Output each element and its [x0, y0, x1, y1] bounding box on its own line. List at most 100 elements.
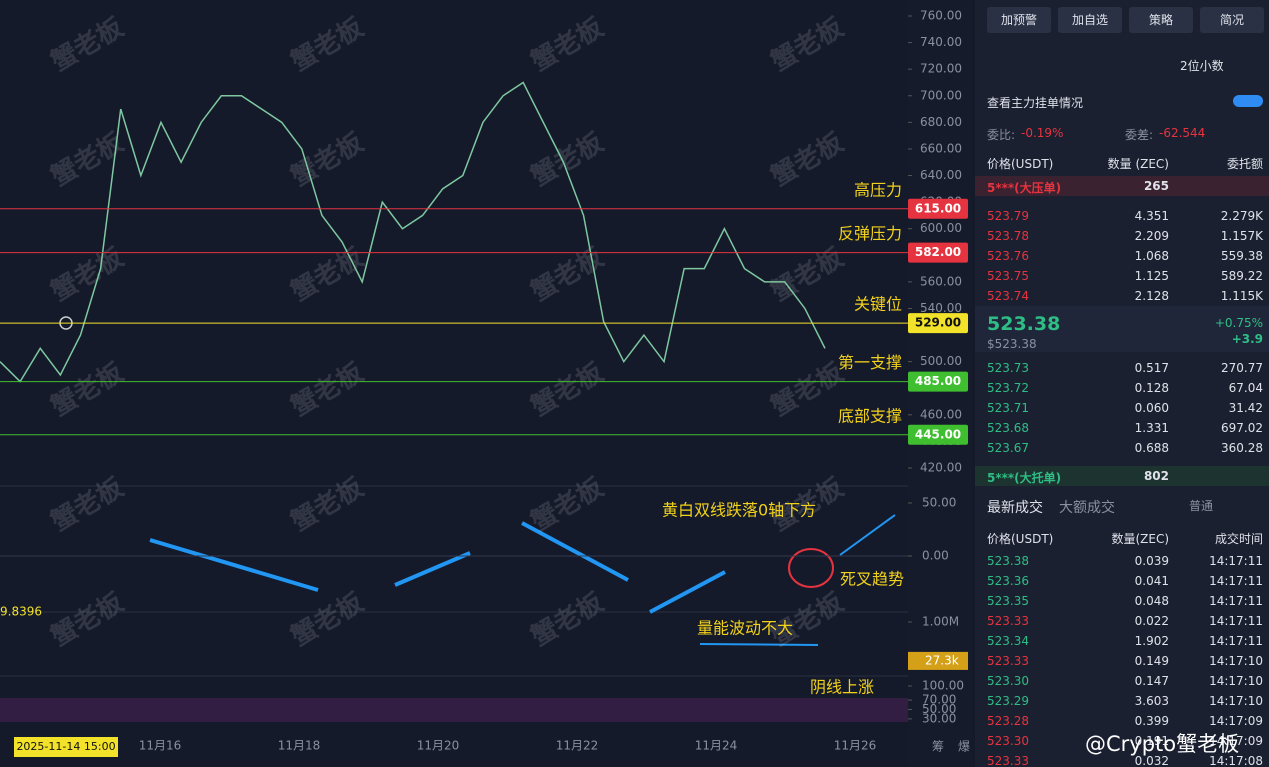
watermark: 蟹老板: [286, 242, 369, 308]
header: 价格(USDT): [987, 157, 1054, 171]
watermark: 蟹老板: [766, 242, 849, 308]
price-line: [0, 81, 826, 383]
trade-cell: 14:17:08: [1209, 754, 1263, 767]
bid-cell: 1.331: [1134, 421, 1169, 435]
ask-cell: 1.068: [1134, 249, 1169, 263]
x-tick-label: 11月20: [417, 739, 460, 753]
x-tick-label: 11月24: [695, 739, 738, 753]
ask-cell: 523.75: [987, 269, 1029, 283]
y-tick-label: 500.00: [920, 354, 962, 368]
ask-cell: 4.351: [1134, 209, 1169, 223]
watermark: 蟹老板: [46, 12, 129, 78]
level-tag: [908, 371, 968, 392]
y-tick-label: 100.00: [922, 679, 964, 693]
macd-readout: 9.8396: [0, 605, 42, 619]
bid-cell: 0.517: [1134, 361, 1169, 375]
watermark: 蟹老板: [286, 472, 369, 538]
trade-cell: 0.147: [1134, 674, 1169, 688]
toggle[interactable]: [1233, 95, 1263, 107]
annotation: 阴线上涨: [810, 678, 874, 697]
chart: 蟹老板 蟹老板 蟹老板 蟹老板蟹老板 蟹老板 蟹老板 蟹老板蟹老板 蟹老板 蟹老板 蟹老板蟹老板蟹…: [0, 8, 971, 757]
trade-cell: 523.35: [987, 594, 1029, 608]
level-note: 反弹压力: [838, 224, 902, 243]
ask-cell: 523.76: [987, 249, 1029, 263]
ask-cell: 2.128: [1134, 289, 1169, 303]
big-bid-value: 802: [1143, 469, 1169, 483]
watermark: 蟹老板: [46, 127, 129, 193]
rsi-band: [0, 698, 908, 722]
value: -0.19%: [1021, 126, 1064, 140]
watermark: 蟹老板: [526, 242, 609, 308]
y-tick-label: 600.00: [920, 221, 962, 235]
level-tag: [908, 313, 968, 334]
trade-cell: 523.30: [987, 734, 1029, 748]
watermark: 蟹老板: [46, 472, 129, 538]
last-usd: $523.38: [987, 337, 1037, 351]
mid-bg: [975, 306, 1269, 352]
button[interactable]: 简况: [1200, 7, 1264, 33]
level-note: 第一支撑: [838, 353, 902, 372]
level-tag: [908, 424, 968, 445]
bid-cell: 523.72: [987, 381, 1029, 395]
trade-cell: 0.032: [1134, 754, 1169, 767]
button[interactable]: 策略: [1129, 7, 1193, 33]
bid-cell: 360.28: [1221, 441, 1263, 455]
y-tick-label: 50.00: [922, 702, 956, 716]
ask-cell: 2.279K: [1220, 209, 1263, 223]
annotation: 黄白双线跌落0轴下方: [662, 501, 816, 520]
value: -62.544: [1159, 126, 1206, 140]
bid-cell: 0.060: [1134, 401, 1169, 415]
ask-cell: 1.125: [1134, 269, 1169, 283]
watermark: 蟹老板: [526, 472, 609, 538]
main-orders[interactable]: 查看主力挂单情况: [987, 96, 1084, 110]
level-label: 445.00: [915, 427, 961, 441]
watermark: 蟹老板: [286, 12, 369, 78]
trade-cell: 3.603: [1134, 694, 1169, 708]
y-tick-label: 1.00M: [922, 615, 959, 629]
y-tick-label: 700.00: [920, 88, 962, 102]
change: +3.9: [1231, 332, 1263, 346]
precision[interactable]: 2位小数: [1180, 59, 1224, 73]
tool: 爆: [958, 740, 970, 754]
last-price: 523.38: [987, 313, 1061, 335]
header: 数量 (ZEC): [1107, 157, 1169, 171]
trade-cell: 14:17:10: [1209, 674, 1263, 688]
watermark: 蟹老板: [766, 127, 849, 193]
y-tick-label: 560.00: [920, 274, 962, 288]
tab[interactable]: 大额成交: [1059, 500, 1115, 516]
level-note: 底部支撑: [838, 406, 902, 425]
trade-cell: 523.38: [987, 554, 1029, 568]
big-ask-value: 265: [1143, 179, 1169, 193]
bid-cell: 31.42: [1228, 401, 1263, 415]
volume-current: 27.3k: [925, 653, 959, 667]
y-tick-label: 720.00: [920, 62, 962, 76]
trade-header: 价格(USDT): [987, 532, 1054, 546]
trade-cell: 523.30: [987, 674, 1029, 688]
bid-cell: 523.73: [987, 361, 1029, 375]
trade-cell: 14:17:11: [1209, 614, 1263, 628]
ask-cell: 523.78: [987, 229, 1029, 243]
ask-cell: 1.157K: [1220, 229, 1263, 243]
change-pct: +0.75%: [1214, 316, 1263, 330]
level-note: 高压力: [854, 180, 902, 199]
trade-cell: 0.149: [1134, 654, 1169, 668]
watermark: 蟹老板: [46, 587, 129, 653]
button[interactable]: 加预警: [987, 7, 1051, 33]
annotation: 死叉趋势: [840, 570, 904, 589]
trade-cell: 14:17:09: [1209, 734, 1263, 748]
y-tick-label: 70.00: [922, 693, 956, 707]
tab[interactable]: 普通: [1189, 499, 1214, 513]
y-tick-label: 740.00: [920, 35, 962, 49]
watermark: 蟹老板: [766, 12, 849, 78]
trade-cell: 14:17:11: [1209, 574, 1263, 588]
trade-cell: 14:17:11: [1209, 594, 1263, 608]
watermark: 蟹老板: [526, 587, 609, 653]
level-label: 485.00: [915, 374, 961, 388]
bid-cell: 0.688: [1134, 441, 1169, 455]
watermark: 蟹老板: [286, 127, 369, 193]
tab[interactable]: 最新成交: [987, 500, 1043, 516]
button[interactable]: 加自选: [1058, 7, 1122, 33]
level-label: 582.00: [915, 245, 961, 259]
trade-cell: 14:17:09: [1209, 714, 1263, 728]
watermark: 蟹老板: [526, 12, 609, 78]
